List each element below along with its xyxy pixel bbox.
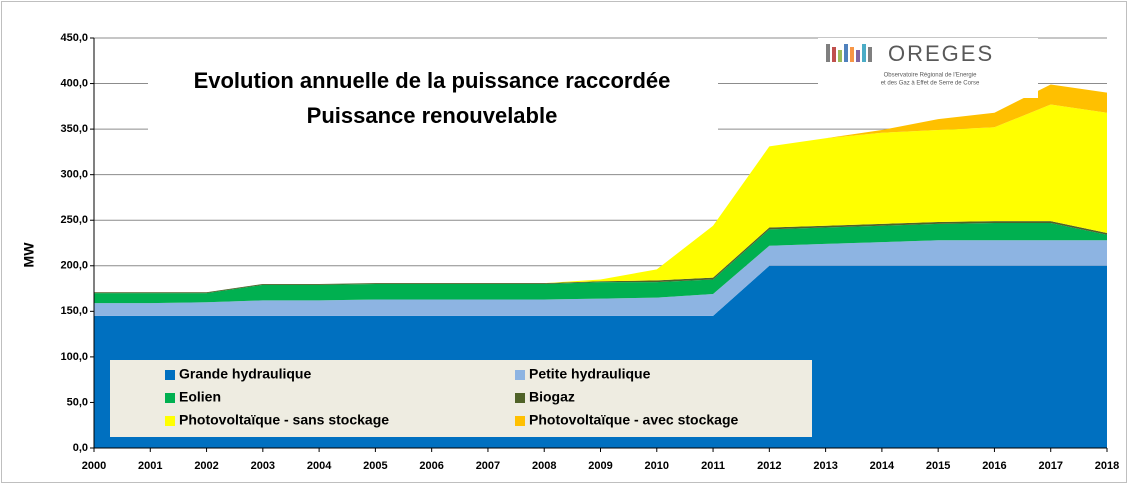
x-tick-label: 2009 xyxy=(588,460,612,472)
x-tick-label: 2016 xyxy=(982,460,1006,472)
x-tick-label: 2010 xyxy=(645,460,669,472)
legend-swatch xyxy=(515,370,525,380)
logo-bar xyxy=(862,44,866,62)
legend-swatch xyxy=(165,416,175,426)
logo-bar xyxy=(832,47,836,62)
legend-swatch xyxy=(165,393,175,403)
y-tick-label: 350,0 xyxy=(60,123,88,135)
legend-label: Photovoltaïque - sans stockage xyxy=(179,412,389,428)
y-axis-label: MW xyxy=(21,242,37,268)
y-tick-label: 250,0 xyxy=(60,214,88,226)
logo-bar xyxy=(850,47,854,62)
logo-text: OREGES xyxy=(888,41,994,66)
logo-bar xyxy=(868,47,872,62)
legend-label: Grande hydraulique xyxy=(179,366,311,382)
y-tick-label: 200,0 xyxy=(60,260,88,272)
legend-label: Eolien xyxy=(179,389,221,405)
legend-swatch xyxy=(515,416,525,426)
legend-label: Petite hydraulique xyxy=(529,366,651,382)
x-tick-label: 2000 xyxy=(82,460,106,472)
legend-background xyxy=(110,360,812,437)
area xyxy=(94,104,1107,293)
logo-background xyxy=(818,38,1038,98)
x-tick-label: 2017 xyxy=(1038,460,1062,472)
legend-label: Biogaz xyxy=(529,389,575,405)
logo-subtitle: Observatoire Régional de l'Energie xyxy=(884,73,978,79)
logo-bar xyxy=(838,50,842,62)
area xyxy=(94,240,1107,316)
legend-swatch xyxy=(515,393,525,403)
legend-label: Photovoltaïque - avec stockage xyxy=(529,412,738,428)
y-tick-label: 50,0 xyxy=(67,396,88,408)
chart-title: Evolution annuelle de la puissance racco… xyxy=(194,68,671,93)
logo-bar xyxy=(844,44,848,62)
x-tick-label: 2002 xyxy=(194,460,218,472)
x-tick-label: 2013 xyxy=(813,460,837,472)
chart-subtitle: Puissance renouvelable xyxy=(307,103,558,128)
x-tick-label: 2015 xyxy=(926,460,950,472)
y-tick-label: 0,0 xyxy=(73,442,88,454)
y-tick-label: 400,0 xyxy=(60,77,88,89)
y-tick-label: 450,0 xyxy=(60,32,88,44)
x-tick-label: 2003 xyxy=(251,460,275,472)
x-tick-label: 2011 xyxy=(701,460,725,472)
x-tick-label: 2004 xyxy=(307,460,332,472)
logo-subtitle: et des Gaz à Effet de Serre de Corse xyxy=(881,81,980,87)
x-tick-label: 2001 xyxy=(138,460,162,472)
x-tick-label: 2005 xyxy=(363,460,387,472)
y-tick-label: 100,0 xyxy=(60,351,88,363)
legend-swatch xyxy=(165,370,175,380)
x-tick-label: 2006 xyxy=(419,460,443,472)
y-tick-label: 300,0 xyxy=(60,169,88,181)
x-tick-label: 2012 xyxy=(757,460,781,472)
x-tick-label: 2018 xyxy=(1095,460,1119,472)
x-tick-label: 2008 xyxy=(532,460,556,472)
logo-bar xyxy=(856,50,860,62)
x-tick-label: 2007 xyxy=(476,460,500,472)
title-background xyxy=(148,62,718,132)
y-tick-label: 150,0 xyxy=(60,305,88,317)
x-tick-label: 2014 xyxy=(870,460,895,472)
area xyxy=(94,222,1107,304)
logo-bar xyxy=(826,44,830,62)
